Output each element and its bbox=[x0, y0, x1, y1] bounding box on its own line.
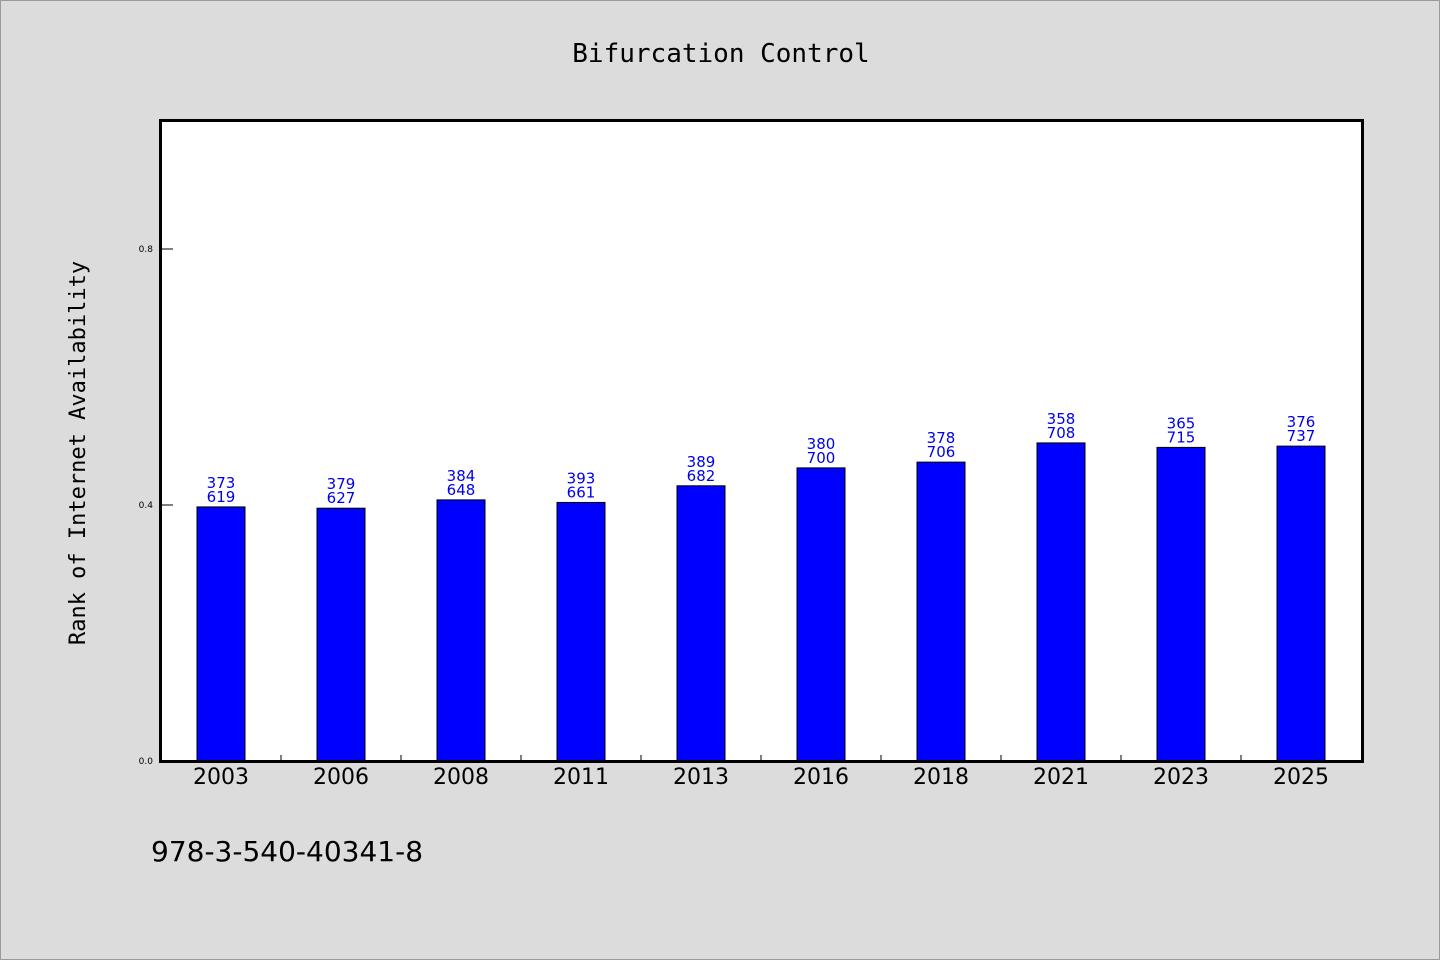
bar bbox=[1156, 446, 1206, 762]
y-axis-label: Rank of Internet Availability bbox=[66, 261, 91, 645]
y-tick-label: 0.8 bbox=[139, 245, 154, 255]
bar bbox=[676, 485, 726, 762]
bar-label-top: 379 bbox=[327, 475, 356, 493]
bar-label-bottom: 648 bbox=[447, 481, 476, 499]
bar-label-top: 365 bbox=[1167, 414, 1196, 432]
bar bbox=[796, 467, 846, 762]
bar bbox=[436, 499, 486, 762]
bar-label-bottom: 715 bbox=[1167, 428, 1196, 446]
bar bbox=[1276, 445, 1326, 762]
x-tick-label: 2023 bbox=[1153, 765, 1209, 790]
bar-label-bottom: 737 bbox=[1287, 427, 1316, 445]
x-tick-label: 2006 bbox=[313, 765, 369, 790]
bar-label-top: 378 bbox=[927, 429, 956, 447]
bar-label-top: 393 bbox=[567, 469, 596, 487]
isbn-footnote: 978-3-540-40341-8 bbox=[151, 835, 424, 868]
bar-label-top: 380 bbox=[807, 435, 836, 453]
bar-label-bottom: 661 bbox=[567, 483, 596, 501]
x-tick-label: 2003 bbox=[193, 765, 249, 790]
x-tick-label: 2013 bbox=[673, 765, 729, 790]
x-tick-label: 2008 bbox=[433, 765, 489, 790]
bar-label-bottom: 682 bbox=[687, 467, 716, 485]
bar-label-top: 358 bbox=[1047, 410, 1076, 428]
x-tick-label: 2011 bbox=[553, 765, 609, 790]
x-tick-label: 2016 bbox=[793, 765, 849, 790]
bar-label-top: 376 bbox=[1287, 413, 1316, 431]
bar bbox=[556, 501, 606, 762]
bar-label-bottom: 700 bbox=[807, 449, 836, 467]
bar-label-top: 384 bbox=[447, 467, 476, 485]
bar-label-bottom: 706 bbox=[927, 443, 956, 461]
x-tick-label: 2018 bbox=[913, 765, 969, 790]
chart-title: Bifurcation Control bbox=[572, 39, 869, 69]
y-tick-label: 0.0 bbox=[139, 757, 154, 767]
bar-label-bottom: 708 bbox=[1047, 424, 1076, 442]
bar bbox=[316, 507, 366, 762]
y-tick-label: 0.4 bbox=[139, 501, 154, 511]
bar-label-top: 389 bbox=[687, 453, 716, 471]
bar-label-bottom: 627 bbox=[327, 489, 356, 507]
bar bbox=[1036, 442, 1086, 762]
x-tick-label: 2021 bbox=[1033, 765, 1089, 790]
bar bbox=[196, 506, 246, 762]
plot-frame bbox=[159, 119, 1364, 763]
bar-label-top: 373 bbox=[207, 474, 236, 492]
bar-label-bottom: 619 bbox=[207, 488, 236, 506]
bar bbox=[916, 461, 966, 762]
x-tick-label: 2025 bbox=[1273, 765, 1329, 790]
